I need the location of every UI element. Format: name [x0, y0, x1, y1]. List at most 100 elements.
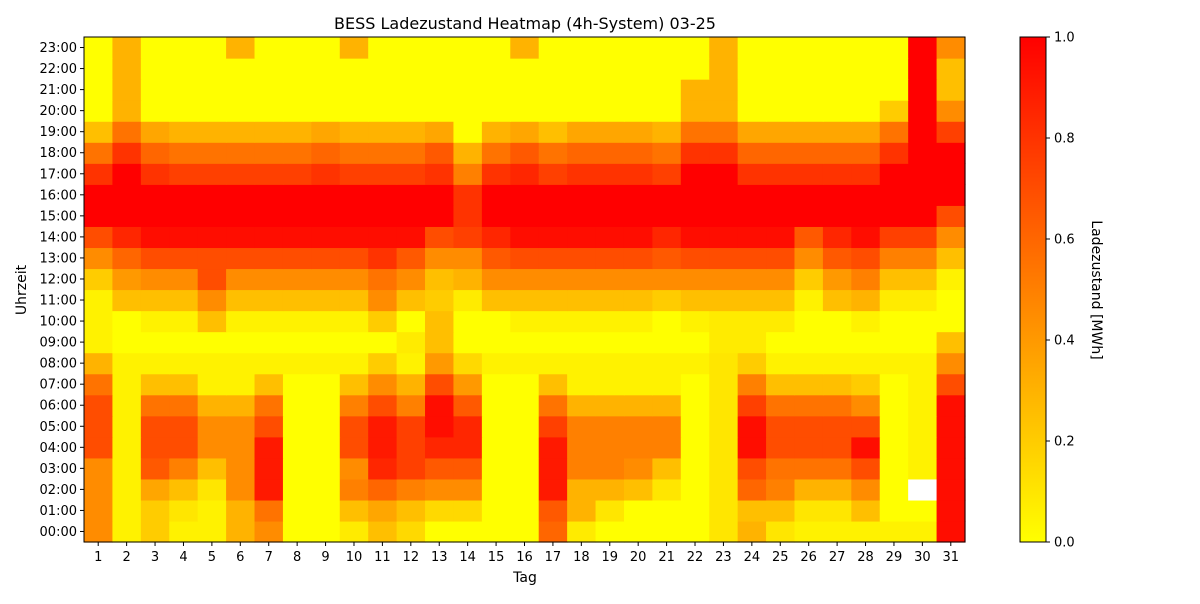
- heatmap-cell: [680, 58, 710, 80]
- heatmap-cell: [936, 205, 966, 227]
- heatmap-cell: [425, 331, 455, 354]
- heatmap-cell: [822, 415, 852, 438]
- heatmap-cell: [453, 499, 483, 522]
- heatmap-cell: [197, 289, 227, 312]
- heatmap-cell: [766, 331, 796, 354]
- heatmap-cell: [908, 37, 938, 59]
- heatmap-cell: [851, 373, 881, 396]
- heatmap-cell: [709, 142, 739, 164]
- heatmap-cell: [936, 352, 966, 375]
- heatmap-cell: [140, 331, 170, 354]
- x-tick-label: 15: [488, 550, 505, 565]
- heatmap-cell: [368, 394, 398, 417]
- heatmap-cell: [879, 499, 909, 522]
- heatmap-cell: [510, 163, 540, 185]
- heatmap-cell: [766, 58, 796, 80]
- heatmap-cell: [169, 142, 199, 164]
- heatmap-cell: [84, 478, 114, 501]
- heatmap-cell: [680, 142, 710, 164]
- heatmap-cell: [794, 268, 824, 291]
- heatmap-cell: [396, 247, 426, 270]
- heatmap-cell: [197, 478, 227, 501]
- heatmap-cell: [197, 394, 227, 417]
- heatmap-cell: [623, 373, 653, 396]
- heatmap-cell: [538, 247, 568, 270]
- heatmap-cell: [254, 352, 284, 375]
- heatmap-cell: [908, 415, 938, 438]
- heatmap-cell: [936, 184, 966, 206]
- heatmap-cell: [936, 37, 966, 59]
- heatmap-cell: [908, 394, 938, 417]
- heatmap-cell: [794, 37, 824, 59]
- y-tick-label: 11:00: [40, 294, 77, 309]
- heatmap-cell: [822, 520, 852, 543]
- heatmap-cell: [652, 184, 682, 206]
- heatmap-cell: [709, 352, 739, 375]
- heatmap-cell: [822, 352, 852, 375]
- heatmap-cell: [680, 478, 710, 501]
- heatmap-cell: [368, 184, 398, 206]
- heatmap-cell: [737, 352, 767, 375]
- heatmap-cell: [510, 226, 540, 249]
- heatmap-cell: [425, 37, 455, 59]
- heatmap-cell: [453, 79, 483, 101]
- heatmap-cell: [84, 142, 114, 164]
- heatmap-cell: [254, 37, 284, 59]
- heatmap-cell: [339, 142, 369, 164]
- heatmap-cell: [737, 436, 767, 459]
- heatmap-cell: [339, 100, 369, 122]
- heatmap-cell: [822, 394, 852, 417]
- heatmap-cell: [311, 163, 341, 185]
- heatmap-cell: [112, 394, 142, 417]
- heatmap-cell: [567, 394, 597, 417]
- heatmap-cell: [936, 520, 966, 543]
- heatmap-cell: [538, 499, 568, 522]
- heatmap-cell: [567, 436, 597, 459]
- heatmap-cell: [680, 79, 710, 101]
- heatmap-cell: [680, 247, 710, 270]
- heatmap-cell: [766, 478, 796, 501]
- heatmap-cell: [197, 79, 227, 101]
- heatmap-cell: [879, 247, 909, 270]
- heatmap-cell: [282, 100, 312, 122]
- heatmap-cell: [311, 499, 341, 522]
- heatmap-cell: [396, 457, 426, 480]
- heatmap-cell: [254, 373, 284, 396]
- heatmap-cell: [908, 58, 938, 80]
- heatmap-cell: [709, 247, 739, 270]
- heatmap-cell: [396, 121, 426, 143]
- heatmap-cell: [595, 121, 625, 143]
- heatmap-cell: [453, 331, 483, 354]
- heatmap-cell: [794, 58, 824, 80]
- heatmap-cell: [652, 352, 682, 375]
- heatmap-cell: [311, 289, 341, 312]
- heatmap-cell: [680, 121, 710, 143]
- heatmap-cell: [425, 289, 455, 312]
- heatmap-cell: [197, 436, 227, 459]
- heatmap-cell: [112, 163, 142, 185]
- heatmap-cell: [822, 436, 852, 459]
- heatmap-cell: [226, 79, 256, 101]
- x-tick-label: 26: [800, 550, 817, 565]
- heatmap-cell: [908, 226, 938, 249]
- heatmap-cell: [766, 184, 796, 206]
- x-tick-label: 1: [94, 550, 102, 565]
- heatmap-cell: [538, 478, 568, 501]
- heatmap-cell: [453, 436, 483, 459]
- heatmap-cell: [510, 100, 540, 122]
- heatmap-cell: [936, 394, 966, 417]
- heatmap-cell: [709, 520, 739, 543]
- heatmap-cell: [481, 121, 511, 143]
- heatmap-cell: [567, 184, 597, 206]
- heatmap-cell: [879, 79, 909, 101]
- heatmap-cell: [112, 58, 142, 80]
- heatmap-cell: [936, 100, 966, 122]
- heatmap-cell: [311, 268, 341, 291]
- heatmap-cell: [481, 247, 511, 270]
- heatmap-cell: [453, 478, 483, 501]
- heatmap-cell: [595, 436, 625, 459]
- heatmap-cell: [879, 352, 909, 375]
- heatmap-cell: [425, 184, 455, 206]
